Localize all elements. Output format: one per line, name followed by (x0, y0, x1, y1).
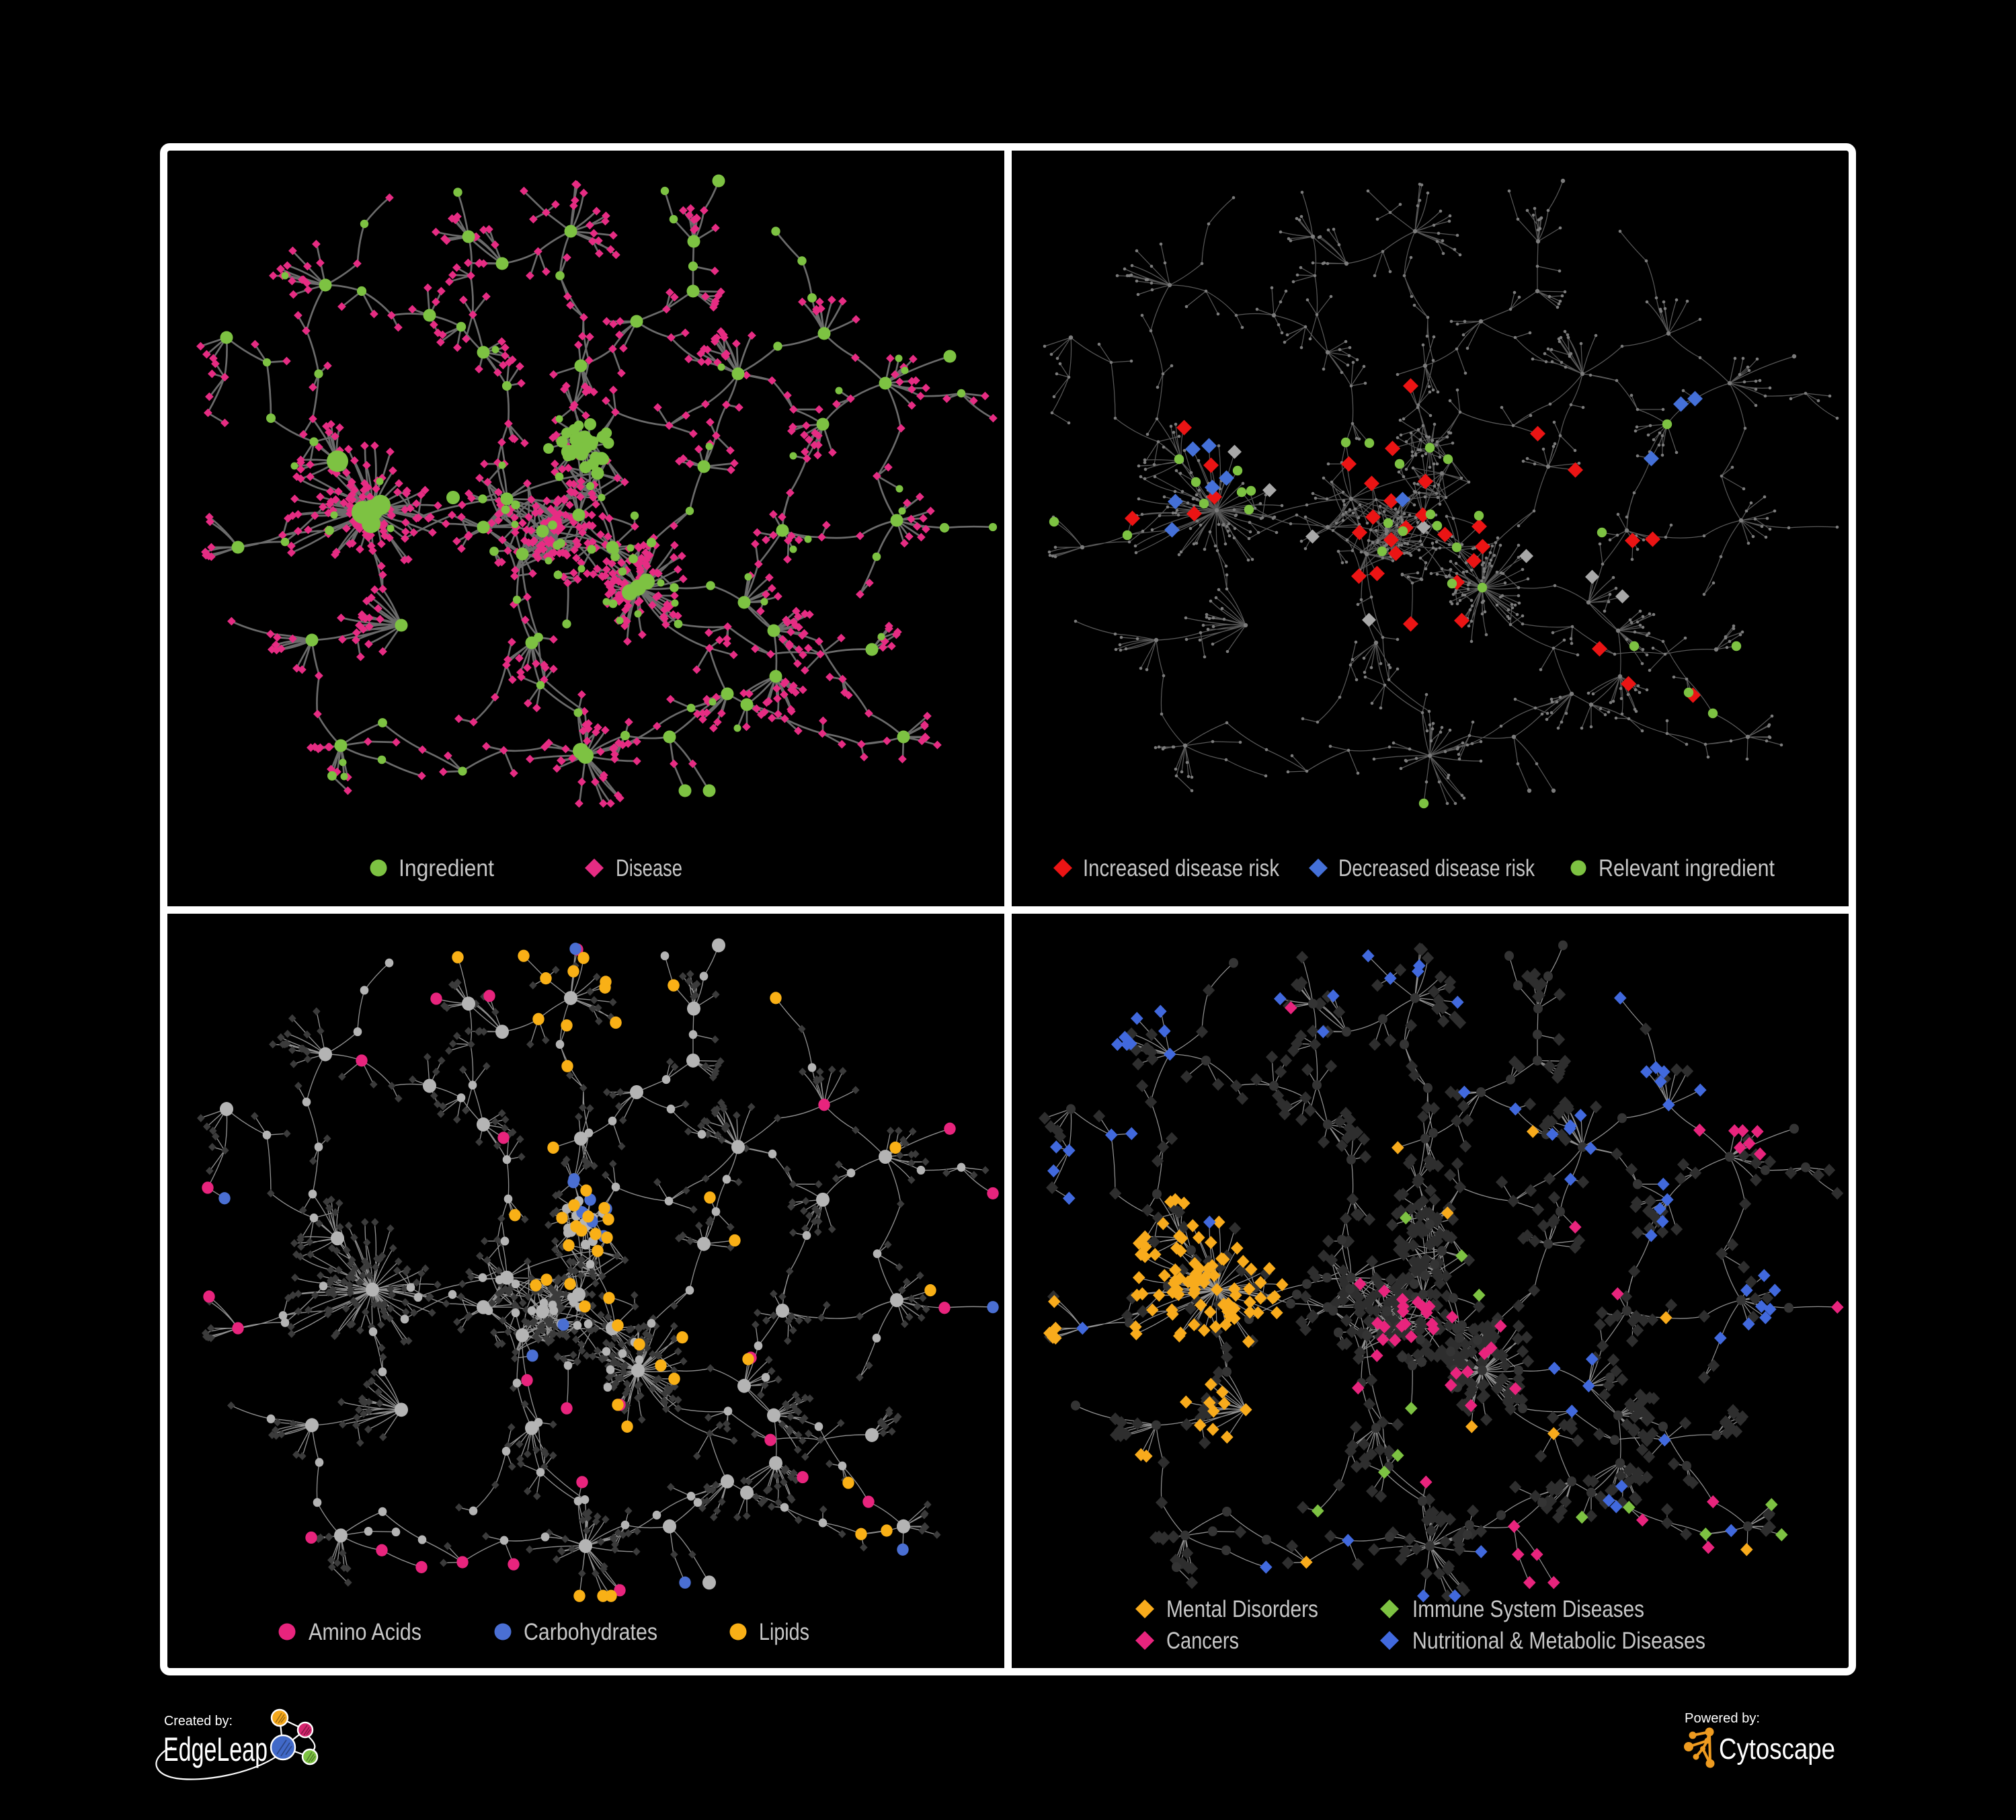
svg-text:Nutritional & Metabolic Diseas: Nutritional & Metabolic Diseases (1412, 1628, 1705, 1654)
svg-text:Increased disease risk: Increased disease risk (1083, 855, 1279, 881)
svg-text:Immune System Diseases: Immune System Diseases (1412, 1596, 1644, 1622)
svg-text:Disease: Disease (616, 855, 682, 881)
svg-text:Mental Disorders: Mental Disorders (1166, 1596, 1318, 1622)
svg-text:Lipids: Lipids (759, 1619, 809, 1645)
svg-text:Cancers: Cancers (1166, 1628, 1239, 1654)
svg-text:Cytoscape: Cytoscape (1719, 1733, 1835, 1766)
svg-text:Ingredient: Ingredient (399, 855, 494, 881)
svg-text:EdgeLeap: EdgeLeap (163, 1731, 268, 1768)
svg-text:Powered by:: Powered by: (1685, 1711, 1760, 1726)
svg-text:Relevant ingredient: Relevant ingredient (1599, 855, 1775, 881)
svg-text:Decreased disease risk: Decreased disease risk (1338, 855, 1535, 881)
svg-text:Amino Acids: Amino Acids (309, 1619, 421, 1645)
svg-text:Created by:: Created by: (164, 1714, 233, 1729)
svg-text:Carbohydrates: Carbohydrates (524, 1619, 657, 1645)
